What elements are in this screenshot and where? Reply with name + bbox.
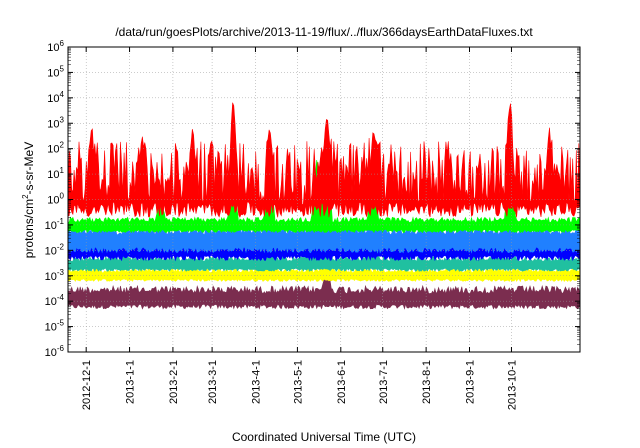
y-tick-label: 105 [47,64,64,79]
y-tick-base: 10 [45,271,57,283]
y-tick-base: 10 [45,322,57,334]
y-tick-base: 10 [47,93,59,105]
series-layer [67,102,581,310]
y-tick-label: 103 [47,115,64,130]
x-axis-label: Coordinated Universal Time (UTC) [232,430,416,444]
x-tick-label: 2013-6-1 [336,360,348,404]
x-tick-label: 2013-2-1 [168,360,180,404]
y-tick-label: 10-1 [45,217,65,232]
y-tick-exp: 6 [60,39,65,48]
x-tick-label: 2013-8-1 [421,360,433,404]
y-tick-base: 10 [45,296,57,308]
y-axis-label-pre: protons/cm [22,199,36,258]
y-tick-exp: -6 [57,344,65,353]
y-tick-exp: -3 [57,268,65,277]
x-tick-label: 2013-10-1 [506,360,518,410]
y-tick-label: 10-3 [45,268,65,283]
y-tick-label: 10-5 [45,319,65,334]
x-tick-label: 2013-4-1 [250,360,262,404]
y-tick-label: 104 [47,90,64,105]
x-tick-label: 2013-7-1 [378,360,390,404]
y-tick-exp: -4 [57,293,65,302]
y-tick-exp: 1 [60,166,65,175]
y-axis: 10-610-510-410-310-210-11001011021031041… [45,39,580,359]
y-tick-label: 102 [47,141,64,156]
y-tick-label: 10-2 [45,242,65,257]
y-tick-base: 10 [45,347,57,359]
y-tick-exp: 4 [60,90,65,99]
y-axis-label: protons/cm2-s-sr-MeV [21,142,36,258]
y-tick-label: 10-6 [45,344,65,359]
y-tick-base: 10 [47,169,59,181]
y-tick-label: 100 [47,192,64,207]
y-tick-label: 101 [47,166,64,181]
x-tick-label: 2013-3-1 [207,360,219,404]
x-tick-label: 2012-12-1 [81,360,93,410]
x-tick-label: 2013-1-1 [125,360,137,404]
y-tick-base: 10 [45,220,57,232]
y-tick-label: 106 [47,39,64,54]
y-tick-exp: -5 [57,319,65,328]
y-tick-base: 10 [47,144,59,156]
y-tick-label: 10-4 [45,293,65,308]
y-tick-base: 10 [47,42,59,54]
y-tick-exp: 5 [60,64,65,73]
y-tick-exp: -1 [57,217,65,226]
y-axis-label-sup: 2 [21,194,30,199]
chart-title: /data/run/goesPlots/archive/2013-11-19/f… [115,25,533,39]
y-axis-label-post: -s-sr-MeV [22,142,36,195]
y-tick-base: 10 [47,118,59,130]
y-tick-exp: 0 [60,192,65,201]
y-tick-base: 10 [45,245,57,257]
x-axis: 2012-12-1 2013-1-1 2013-2-1 2013-3-1 2013-4-… [81,47,518,410]
x-tick-label: 2013-9-1 [464,360,476,404]
x-tick-label: 2013-5-1 [292,360,304,404]
y-tick-exp: 2 [60,141,65,150]
y-tick-base: 10 [47,67,59,79]
y-tick-base: 10 [47,195,59,207]
flux-series-7 [67,102,581,218]
y-tick-exp: 3 [60,115,65,124]
y-tick-exp: -2 [57,242,65,251]
